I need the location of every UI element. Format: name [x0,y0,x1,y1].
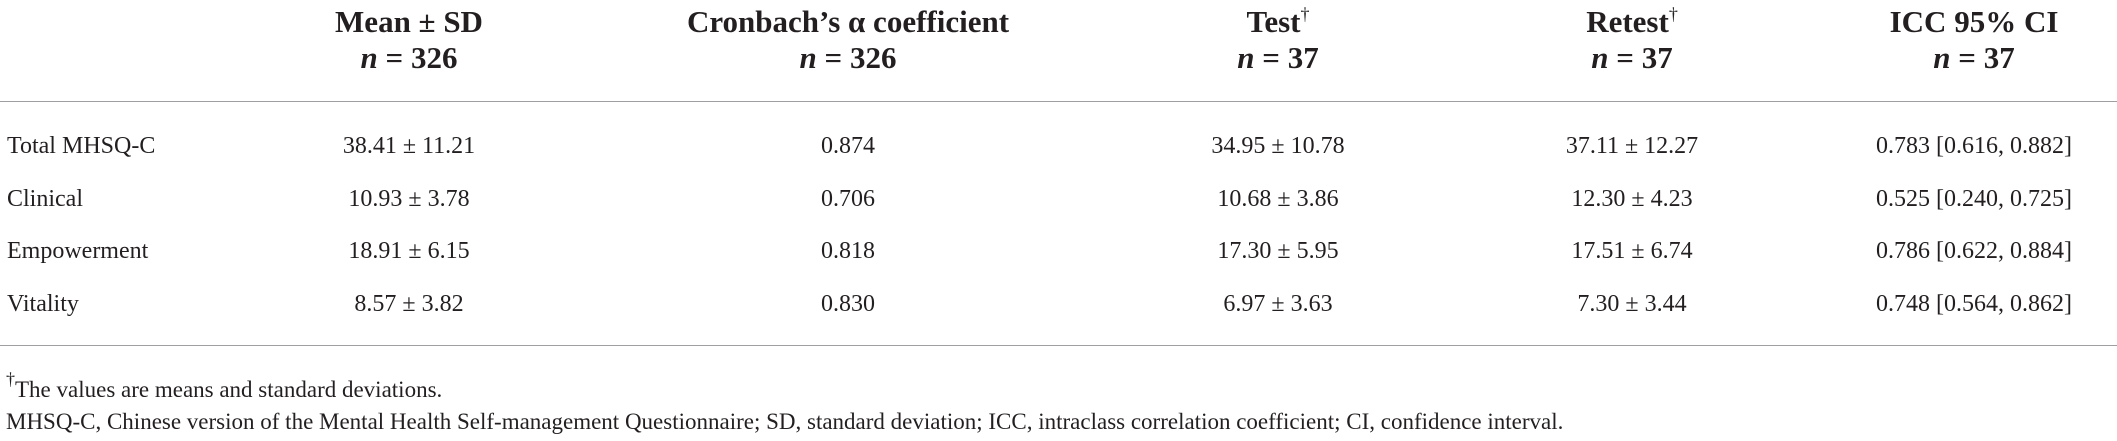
footnote-text: MHSQ-C, Chinese version of the Mental He… [6,409,1564,434]
cell: 12.30 ± 4.23 [1571,186,1693,212]
cell: 0.525 [0.240, 0.725] [1876,186,2072,212]
cell: 0.786 [0.622, 0.884] [1876,238,2072,264]
header-title-text: Retest [1586,4,1669,39]
cell: 0.874 [821,133,875,159]
cell: 6.97 ± 3.63 [1223,291,1333,317]
footnote: †The values are means and standard devia… [6,370,443,404]
row-label: Empowerment [7,238,149,264]
header-n: n = 37 [1237,40,1319,75]
cell: 8.57 ± 3.82 [354,291,464,317]
cell: 34.95 ± 10.78 [1211,133,1345,159]
footnote-mark: † [6,369,15,389]
header-mark: † [1300,4,1310,24]
column-header: Mean ± SD n = 326 [335,4,483,76]
cell: 0.706 [821,186,875,212]
header-title: ICC 95% CI [1890,4,2059,39]
cell: 17.51 ± 6.74 [1571,238,1693,264]
cell: 0.830 [821,291,875,317]
bottom-rule [0,345,2117,346]
column-header: Test† n = 37 [1237,4,1318,76]
cell: 38.41 ± 11.21 [342,133,476,159]
row-label: Clinical [7,186,83,212]
cell: 0.818 [821,238,875,264]
header-title: Mean ± SD [335,4,483,39]
cell: 0.748 [0.564, 0.862] [1876,291,2072,317]
header-mark: † [1668,4,1678,24]
cell: 0.783 [0.616, 0.882] [1876,133,2072,159]
header-title-text: ICC 95% CI [1889,4,2059,39]
cell: 7.30 ± 3.44 [1577,291,1687,317]
header-title-text: Cronbach’s α coefficient [686,4,1010,39]
cell: 10.93 ± 3.78 [348,186,470,212]
header-title-text: Test [1246,4,1301,39]
column-header: Retest† n = 37 [1586,4,1678,76]
header-title-text: Mean ± SD [335,4,483,39]
header-title: Cronbach’s α coefficient [687,4,1009,39]
footnote: MHSQ-C, Chinese version of the Mental He… [6,408,1563,436]
header-rule [0,101,2117,102]
cell: 37.11 ± 12.27 [1565,133,1699,159]
row-label: Vitality [7,291,79,317]
header-title: Retest† [1586,4,1678,39]
column-header: ICC 95% CI n = 37 [1890,4,2059,76]
footnote-text: The values are means and standard deviat… [15,377,443,402]
row-label: Total MHSQ-C [7,133,156,159]
cell: 18.91 ± 6.15 [348,238,470,264]
cell: 17.30 ± 5.95 [1217,238,1339,264]
header-n: n = 37 [1933,40,2015,75]
header-n: n = 37 [1591,40,1673,75]
header-title: Test† [1247,4,1310,39]
header-n: n = 326 [360,40,458,75]
column-header: Cronbach’s α coefficient n = 326 [687,4,1009,76]
cell: 10.68 ± 3.86 [1217,186,1339,212]
header-n: n = 326 [799,40,897,75]
